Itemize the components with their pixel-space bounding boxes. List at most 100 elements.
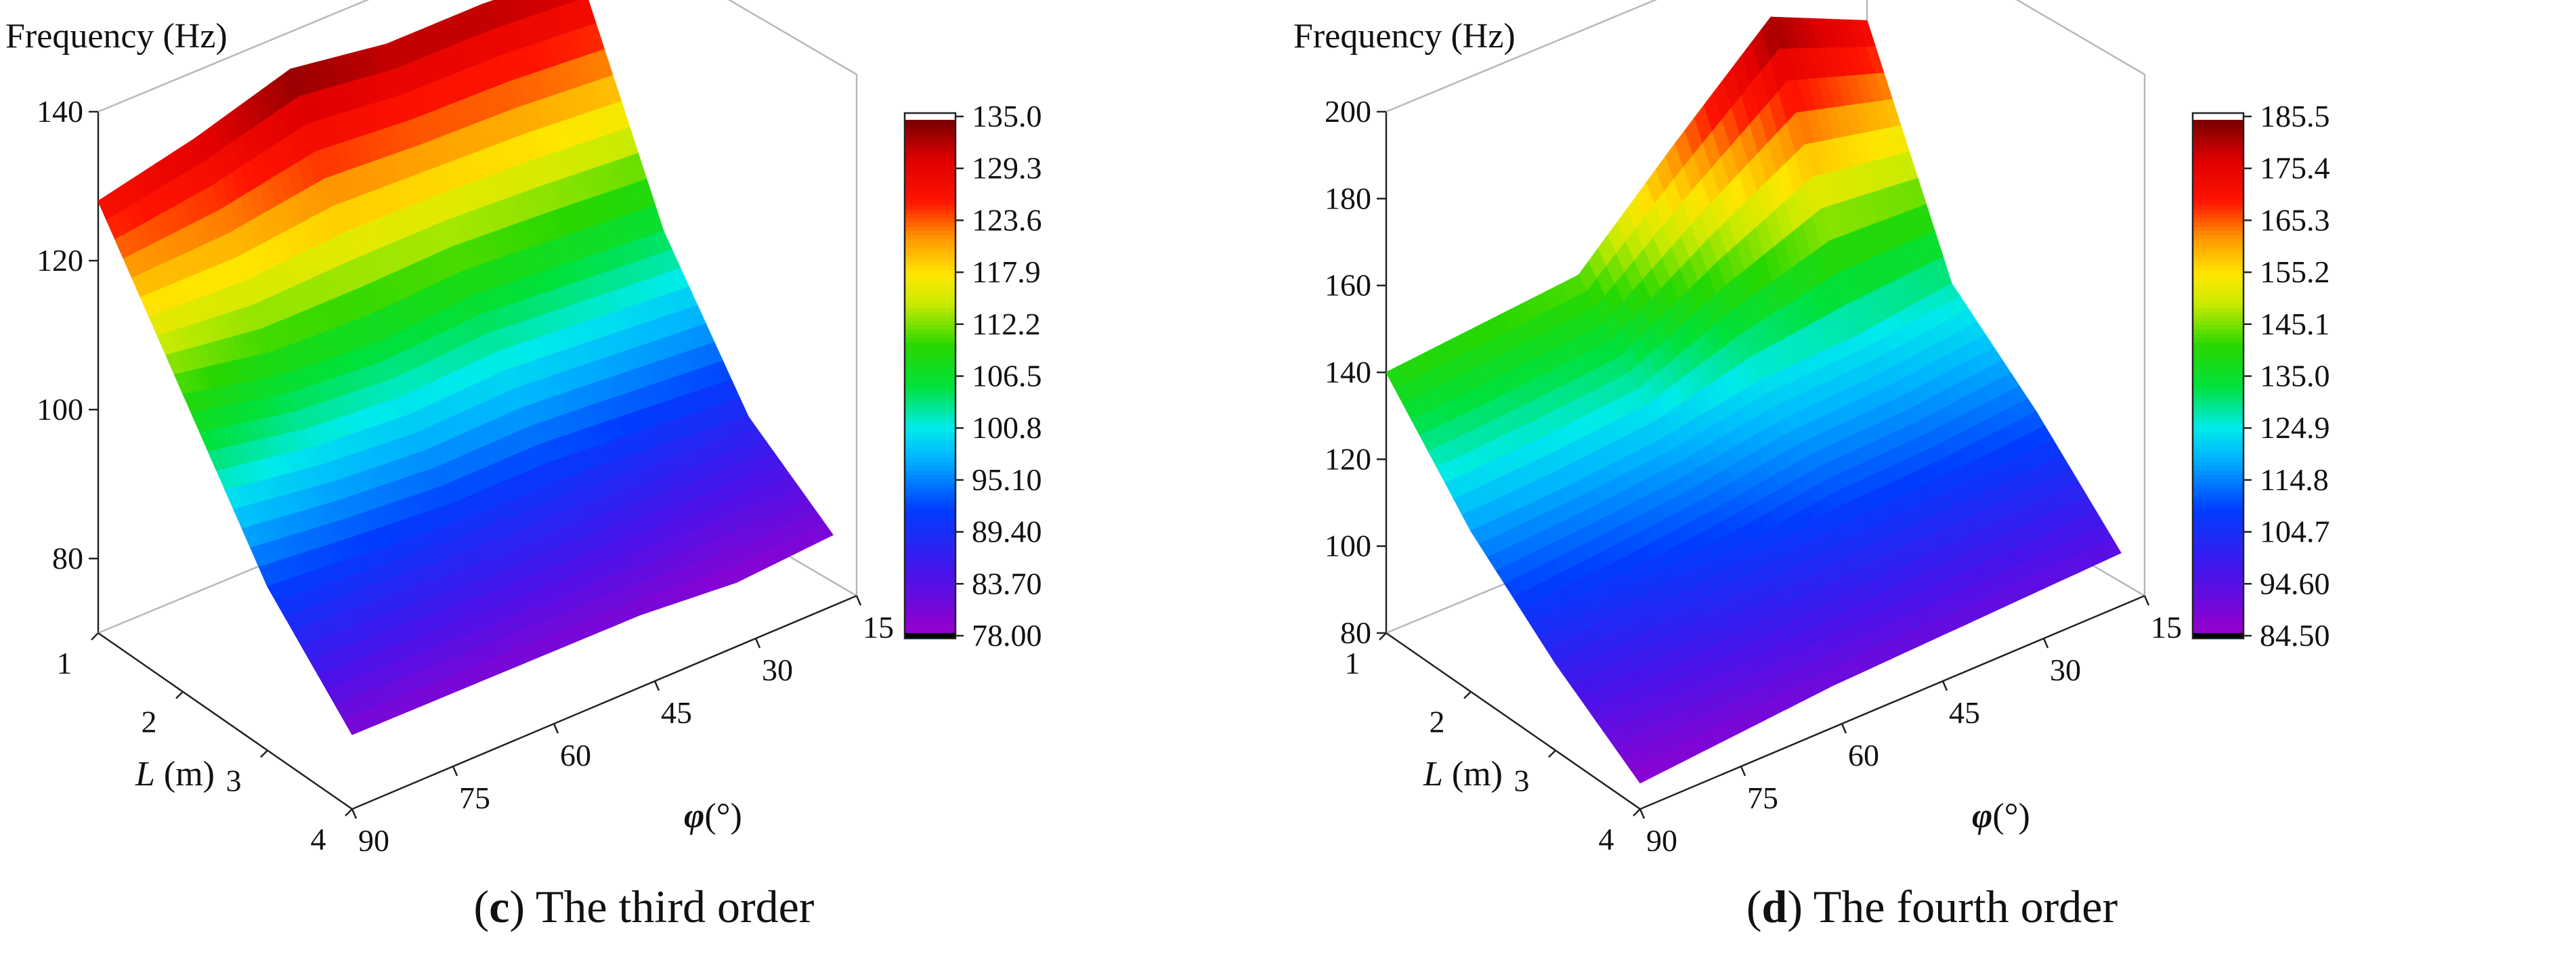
colorbar-band — [2193, 162, 2244, 168]
colorbar-band — [2193, 364, 2244, 368]
phi-axis-title-variable: φ — [1972, 797, 1992, 835]
colorbar-max-cap — [2193, 113, 2244, 120]
colorbar-band — [2193, 445, 2244, 450]
colorbar-band — [2193, 188, 2244, 193]
z-axis-title: Frequency (Hz) — [5, 17, 228, 56]
colorbar: 185.5 175.4 165.3 155.2 145.1 135.0 124.9 114.8… — [2191, 99, 2330, 653]
colorbar-label: 94.60 — [2260, 566, 2330, 601]
colorbar-band — [2193, 269, 2244, 274]
L-axis-ticks: 1 2 3 4 — [57, 632, 353, 856]
phi-tick-label: 90 — [358, 823, 389, 858]
colorbar-band — [905, 445, 956, 450]
surface — [1386, 16, 2122, 784]
colorbar-band — [2193, 359, 2244, 364]
z-tick-label: 120 — [37, 243, 83, 278]
phi-tick-mark — [351, 808, 358, 819]
L-tick-mark — [1379, 632, 1387, 640]
colorbar-band — [2193, 560, 2244, 565]
L-tick-mark — [260, 749, 268, 758]
colorbar-band — [905, 218, 956, 223]
colorbar-band — [905, 393, 956, 399]
colorbar-band — [2193, 235, 2244, 240]
colorbar-band — [2193, 449, 2244, 454]
back-right-top-edge — [727, 0, 857, 76]
colorbar-band — [2193, 312, 2244, 318]
colorbar-band — [2193, 231, 2244, 236]
colorbar-band — [905, 231, 956, 236]
colorbar-band — [905, 265, 956, 270]
colorbar-band — [2193, 192, 2244, 198]
phi-tick-mark — [855, 595, 862, 606]
L-axis-title-variable: L — [135, 755, 155, 793]
colorbar-band — [905, 188, 956, 193]
colorbar-band — [2193, 154, 2244, 159]
colorbar-band — [2193, 594, 2244, 600]
colorbar-band — [905, 226, 956, 232]
colorbar-band — [2193, 582, 2244, 587]
colorbar-label: 165.3 — [2260, 202, 2330, 237]
colorbar-band — [2193, 376, 2244, 381]
phi-tick-label: 90 — [1646, 823, 1677, 858]
colorbar-band — [2193, 145, 2244, 150]
L-tick-label: 4 — [1599, 822, 1614, 856]
z-axis-title: Frequency (Hz) — [1293, 17, 1516, 56]
colorbar-band — [905, 620, 956, 625]
colorbar-band — [2193, 432, 2244, 437]
colorbar-band — [2193, 419, 2244, 424]
colorbar-band — [905, 213, 956, 219]
phi-axis-line — [351, 594, 857, 810]
colorbar-band — [2193, 120, 2244, 125]
colorbar-band — [905, 526, 956, 531]
colorbar-band — [2193, 257, 2244, 262]
colorbar-band — [905, 316, 956, 322]
colorbar-band — [905, 120, 956, 125]
colorbar-band — [2193, 577, 2244, 582]
colorbar-band — [2193, 539, 2244, 544]
colorbar-band — [2193, 521, 2244, 527]
colorbar-band — [2193, 261, 2244, 266]
colorbar-band — [905, 470, 956, 475]
colorbar-band — [2193, 564, 2244, 569]
colorbar-band — [2193, 196, 2244, 202]
colorbar-band — [2193, 611, 2244, 617]
colorbar-band — [2193, 380, 2244, 386]
colorbar-band — [2193, 137, 2244, 142]
colorbar-band — [2193, 171, 2244, 176]
colorbar-band — [905, 462, 956, 467]
colorbar-band — [2193, 282, 2244, 287]
colorbar-band — [905, 453, 956, 458]
colorbar-band — [2193, 346, 2244, 351]
colorbar-band — [2193, 543, 2244, 548]
colorbar-band — [905, 346, 956, 351]
colorbar-band — [2193, 603, 2244, 608]
colorbar-label: 95.10 — [972, 462, 1042, 497]
colorbar-label: 104.7 — [2260, 515, 2330, 549]
colorbar-band — [905, 504, 956, 510]
colorbar-band — [2193, 299, 2244, 305]
colorbar-label: 135.0 — [2260, 359, 2330, 393]
L-tick-label: 1 — [57, 646, 72, 680]
colorbar-band — [905, 372, 956, 377]
colorbar-band — [2193, 487, 2244, 493]
colorbar-band — [2193, 492, 2244, 497]
colorbar-band — [905, 205, 956, 211]
phi-axis-title: φ(°) — [1972, 797, 2030, 835]
L-axis-title-unit: (m) — [155, 755, 215, 793]
colorbar-band — [905, 312, 956, 318]
colorbar-band — [905, 295, 956, 300]
L-axis-title: L (m) — [1423, 755, 1503, 793]
z-tick-label: 160 — [1325, 268, 1371, 303]
L-tick-mark — [1463, 691, 1472, 699]
colorbar-band — [905, 423, 956, 429]
colorbar-band — [2193, 436, 2244, 441]
colorbar-band — [2193, 290, 2244, 296]
phi-tick-label: 60 — [560, 738, 591, 772]
colorbar-band — [2193, 333, 2244, 339]
colorbar-band — [905, 530, 956, 536]
caption-letter: c — [489, 881, 510, 932]
colorbar-band — [905, 209, 956, 215]
L-tick-mark — [1548, 749, 1556, 758]
colorbar-band — [905, 183, 956, 189]
colorbar-band — [2193, 158, 2244, 163]
colorbar-band — [905, 492, 956, 497]
